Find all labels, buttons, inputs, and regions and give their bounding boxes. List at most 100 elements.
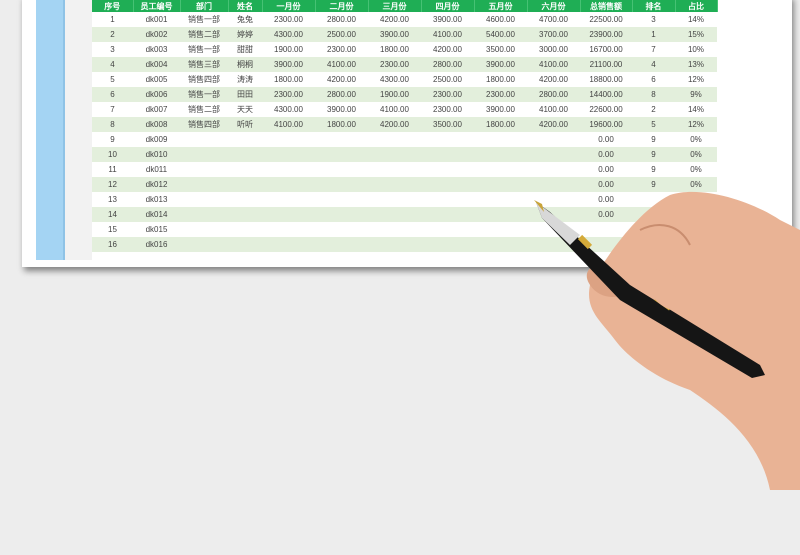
table-cell[interactable] (228, 207, 262, 222)
table-cell[interactable]: 2800.00 (327, 15, 356, 24)
table-cell[interactable]: 1 (632, 27, 675, 42)
table-cell[interactable]: 2300.00 (368, 57, 421, 72)
table-cell[interactable] (421, 147, 474, 162)
table-cell[interactable]: dk010 (133, 147, 180, 162)
table-cell[interactable] (368, 177, 421, 192)
table-cell[interactable]: 婷婷 (228, 27, 262, 42)
table-cell[interactable]: 4700.00 (539, 15, 568, 24)
table-cell[interactable]: 2800.00 (527, 87, 580, 102)
table-cell[interactable]: 0% (675, 147, 717, 162)
table-cell[interactable]: 2300.00 (274, 15, 303, 24)
table-cell[interactable]: 听听 (228, 117, 262, 132)
table-cell[interactable] (262, 237, 315, 252)
table-cell[interactable]: dk002 (133, 27, 180, 42)
table-cell[interactable] (527, 132, 580, 147)
table-cell[interactable]: 6 (92, 87, 133, 102)
table-cell[interactable]: 13 (108, 195, 117, 204)
table-cell[interactable]: 2300.00 (262, 87, 315, 102)
table-cell[interactable]: 3900.00 (486, 105, 515, 114)
table-cell[interactable]: 1900.00 (368, 87, 421, 102)
table-cell[interactable]: dk008 (133, 117, 180, 132)
table-cell[interactable]: 9 (651, 165, 656, 174)
table-cell[interactable]: 3500.00 (486, 45, 515, 54)
table-cell[interactable] (368, 207, 421, 222)
table-cell[interactable] (421, 237, 474, 252)
table-cell[interactable]: 8 (92, 117, 133, 132)
table-cell[interactable] (315, 132, 368, 147)
table-cell[interactable] (262, 147, 315, 162)
table-cell[interactable]: 天天 (237, 105, 253, 114)
table-cell[interactable]: 1 (110, 15, 115, 24)
table-cell[interactable] (262, 192, 315, 207)
table-cell[interactable]: 3700.00 (527, 27, 580, 42)
table-cell[interactable]: 5 (632, 117, 675, 132)
table-cell[interactable]: 2300.00 (474, 87, 527, 102)
table-cell[interactable]: 1900.00 (274, 45, 303, 54)
table-cell[interactable] (421, 162, 474, 177)
table-cell[interactable]: 4200.00 (433, 45, 462, 54)
table-cell[interactable] (228, 192, 262, 207)
table-cell[interactable] (527, 162, 580, 177)
table-cell[interactable]: 销售三部 (180, 57, 228, 72)
table-cell[interactable]: 16700.00 (589, 45, 623, 54)
table-cell[interactable]: 9 (632, 177, 675, 192)
table-cell[interactable]: 田田 (228, 87, 262, 102)
table-cell[interactable] (180, 222, 228, 237)
table-cell[interactable]: 16 (92, 237, 133, 252)
table-cell[interactable]: 4 (92, 57, 133, 72)
table-cell[interactable]: 14% (687, 105, 704, 114)
table-cell[interactable] (315, 177, 368, 192)
table-cell[interactable] (228, 132, 262, 147)
table-cell[interactable]: dk007 (145, 105, 168, 114)
table-cell[interactable]: 14400.00 (580, 87, 632, 102)
table-cell[interactable]: 12% (675, 117, 717, 132)
table-cell[interactable]: 3900.00 (474, 57, 527, 72)
table-cell[interactable]: 0% (675, 177, 717, 192)
table-cell[interactable]: dk009 (145, 135, 168, 144)
table-cell[interactable]: dk003 (145, 45, 168, 54)
table-cell[interactable]: 0.00 (598, 135, 614, 144)
table-cell[interactable]: dk016 (133, 237, 180, 252)
table-cell[interactable]: 甜甜 (237, 45, 253, 54)
table-cell[interactable]: 7 (110, 105, 115, 114)
table-cell[interactable] (228, 177, 262, 192)
table-cell[interactable]: 4100.00 (315, 57, 368, 72)
table-cell[interactable]: 销售四部 (180, 117, 228, 132)
table-cell[interactable]: 9 (110, 135, 115, 144)
table-cell[interactable] (180, 177, 228, 192)
table-cell[interactable]: 2800.00 (421, 57, 474, 72)
table-cell[interactable]: 3 (651, 15, 656, 24)
table-cell[interactable]: 7 (651, 45, 656, 54)
table-cell[interactable] (421, 207, 474, 222)
table-cell[interactable]: 销售一部 (188, 15, 220, 24)
table-cell[interactable] (474, 147, 527, 162)
table-cell[interactable] (315, 237, 368, 252)
table-cell[interactable]: 0% (690, 165, 702, 174)
table-cell[interactable] (474, 207, 527, 222)
table-cell[interactable]: 9% (675, 87, 717, 102)
table-cell[interactable]: dk005 (145, 75, 168, 84)
table-cell[interactable]: dk012 (133, 177, 180, 192)
table-cell[interactable]: 23900.00 (580, 27, 632, 42)
table-cell[interactable]: dk014 (133, 207, 180, 222)
table-cell[interactable]: 3900.00 (368, 27, 421, 42)
table-cell[interactable] (315, 207, 368, 222)
table-cell[interactable]: 1800.00 (274, 75, 303, 84)
table-cell[interactable] (421, 132, 474, 147)
table-cell[interactable]: 3500.00 (421, 117, 474, 132)
table-cell[interactable] (315, 192, 368, 207)
table-cell[interactable]: 19600.00 (580, 117, 632, 132)
table-cell[interactable] (315, 162, 368, 177)
table-cell[interactable]: 0.00 (598, 165, 614, 174)
table-cell[interactable] (527, 177, 580, 192)
table-cell[interactable] (368, 162, 421, 177)
table-cell[interactable]: 10% (687, 45, 704, 54)
table-cell[interactable]: 6 (651, 75, 656, 84)
table-cell[interactable]: dk004 (133, 57, 180, 72)
table-cell[interactable]: 4100.00 (380, 105, 409, 114)
table-cell[interactable]: 11 (108, 165, 117, 174)
table-cell[interactable] (421, 222, 474, 237)
table-cell[interactable] (315, 147, 368, 162)
table-cell[interactable] (368, 222, 421, 237)
table-cell[interactable] (262, 132, 315, 147)
